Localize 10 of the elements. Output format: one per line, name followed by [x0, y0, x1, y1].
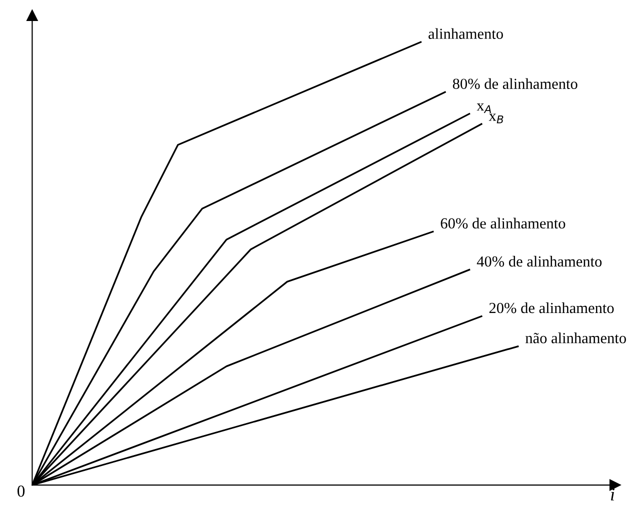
series-label: 20% de alinhamento	[489, 302, 614, 314]
series-label: alinhamento	[428, 28, 503, 39]
x-axis-title: i	[611, 488, 614, 500]
text: 0	[18, 486, 25, 497]
series-label: x$_{B}$	[488, 114, 504, 124]
series-label: não alinhamento	[526, 332, 626, 344]
series-label: 60% de alinhamento	[440, 218, 566, 229]
series-label: 40% de alinhamento	[476, 256, 602, 267]
series-label: 80% de alinhamento	[452, 78, 578, 90]
series-label: x$_{A}$	[476, 104, 491, 114]
